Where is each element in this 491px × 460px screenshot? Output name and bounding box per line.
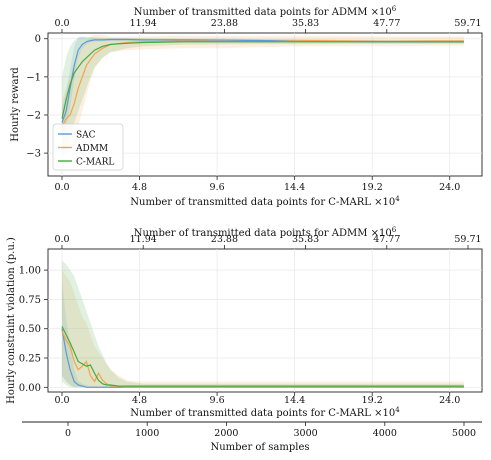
samples-tick-label: 0 (65, 428, 71, 439)
y-tick-label: −1 (26, 72, 41, 83)
bottom-tick-label: 24.0 (439, 182, 460, 193)
band-c-marl (62, 260, 464, 388)
top-tick-label: 47.77 (373, 234, 400, 245)
bottom-axis-label: Number of transmitted data points for C-… (130, 195, 400, 208)
band-admm (62, 270, 464, 388)
y-tick-label: 1.00 (19, 266, 41, 277)
bottom-tick-label: 4.8 (132, 395, 147, 406)
top-tick-label: 59.71 (454, 18, 481, 29)
bottom-tick-label: 14.4 (284, 182, 305, 193)
bottom-tick-label: 0.0 (54, 182, 69, 193)
top-tick-label: 23.88 (211, 234, 238, 245)
y-axis-label: Hourly reward (10, 67, 21, 142)
top-axis-label: Number of transmitted data points for AD… (134, 5, 397, 18)
samples-tick-label: 3000 (294, 428, 318, 439)
y-tick-label: 0.25 (19, 354, 41, 365)
bottom-tick-label: 9.6 (210, 182, 225, 193)
series-line-c-marl (61, 41, 464, 119)
y-tick-label: −3 (26, 149, 41, 160)
samples-tick-label: 5000 (452, 428, 476, 439)
top-tick-label: 23.88 (211, 18, 238, 29)
top-tick-label: 59.71 (454, 234, 481, 245)
bottom-tick-label: 9.6 (210, 395, 225, 406)
legend-label-sac: SAC (76, 131, 96, 141)
top-tick-label: 11.94 (130, 234, 157, 245)
bottom-tick-label: 24.0 (439, 395, 460, 406)
top-axis-label: Number of transmitted data points for AD… (134, 226, 397, 239)
y-tick-label: 0 (35, 34, 41, 45)
bottom-tick-label: 0.0 (54, 395, 69, 406)
top-tick-label: 0.0 (54, 234, 69, 245)
legend-label-admm: ADMM (75, 144, 108, 154)
bottom-tick-label: 4.8 (132, 182, 147, 193)
reward-panel: 0 −1 −2 −3 Hourly reward 0.0 4.8 9.6 14.4 19.2 24.… (10, 5, 483, 208)
samples-tick-label: 4000 (373, 428, 397, 439)
legend-label-c-marl: C-MARL (76, 158, 114, 168)
top-tick-label: 47.77 (373, 18, 400, 29)
top-tick-label: 35.83 (292, 18, 319, 29)
top-tick-label: 0.0 (54, 18, 69, 29)
bottom-tick-label: 14.4 (284, 395, 305, 406)
samples-tick-label: 2000 (214, 428, 238, 439)
y-tick-label: 0.00 (19, 383, 41, 394)
samples-tick-label: 1000 (135, 428, 159, 439)
plot-area (47, 248, 483, 393)
series-line-c-marl (61, 326, 464, 387)
y-tick-label: 0.75 (19, 295, 41, 306)
top-tick-label: 35.83 (292, 234, 319, 245)
legend-box (52, 123, 124, 171)
samples-axis-label: Number of samples (210, 442, 309, 453)
bottom-tick-label: 19.2 (362, 395, 383, 406)
y-axis-label: Hourly constraint violation (p.u.) (6, 237, 17, 404)
y-tick-label: −2 (26, 110, 41, 121)
bottom-axis-label: Number of transmitted data points for C-… (130, 406, 400, 419)
y-tick-label: 0.50 (19, 324, 41, 335)
top-tick-label: 11.94 (130, 18, 157, 29)
bottom-tick-label: 19.2 (362, 182, 383, 193)
